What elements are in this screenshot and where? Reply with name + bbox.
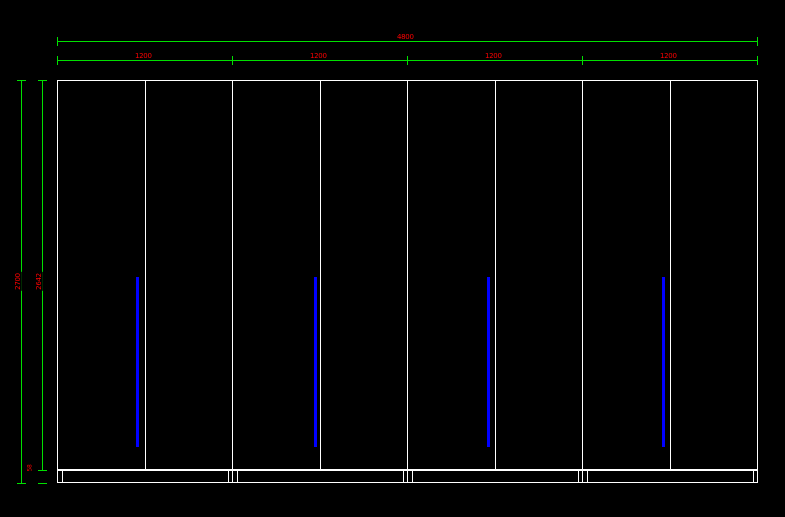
door-handle-2[interactable]: [314, 277, 317, 447]
door-divider-6: [582, 81, 583, 469]
door-divider-5: [495, 81, 496, 469]
base-segment-3: [407, 470, 583, 483]
carcass-height-tick-top: [38, 80, 47, 81]
base-leg-tick-3: [237, 471, 238, 482]
base-leg-tick-1: [62, 471, 63, 482]
overall-width-label: 4800: [396, 33, 415, 41]
overall-width-dimension-line: [57, 41, 758, 42]
base-leg-tick-4: [403, 471, 404, 482]
bay-width-label-3: 1200: [484, 52, 503, 60]
base-leg-tick-6: [578, 471, 579, 482]
door-handle-3[interactable]: [487, 277, 490, 447]
base-leg-tick-5: [412, 471, 413, 482]
bay-tick-4: [757, 56, 758, 65]
cabinet-carcass-outline: [57, 80, 758, 470]
door-divider-3: [320, 81, 321, 469]
base-segment-2: [232, 470, 408, 483]
bay-tick-1: [232, 56, 233, 65]
overall-height-label: 2700: [13, 272, 22, 291]
base-height-label: 58: [26, 463, 34, 473]
door-handle-4[interactable]: [662, 277, 665, 447]
door-divider-7: [670, 81, 671, 469]
door-divider-2: [232, 81, 233, 469]
base-segment-1: [57, 470, 233, 483]
overall-height-tick-bottom: [17, 483, 26, 484]
bay-width-label-2: 1200: [309, 52, 328, 60]
door-divider-4: [407, 81, 408, 469]
overall-width-tick-left: [57, 37, 58, 46]
base-segment-4: [582, 470, 758, 483]
bay-width-label-4: 1200: [659, 52, 678, 60]
door-handle-1[interactable]: [136, 277, 139, 447]
carcass-height-label: 2642: [34, 272, 43, 291]
overall-width-tick-right: [757, 37, 758, 46]
base-height-tick-bottom: [38, 483, 47, 484]
bay-tick-2: [407, 56, 408, 65]
bay-tick-3: [582, 56, 583, 65]
base-leg-tick-7: [587, 471, 588, 482]
door-divider-1: [145, 81, 146, 469]
base-height-tick-top: [38, 470, 47, 471]
bay-width-label-1: 1200: [134, 52, 153, 60]
overall-height-tick-top: [17, 80, 26, 81]
base-leg-tick-8: [753, 471, 754, 482]
base-leg-tick-2: [228, 471, 229, 482]
bay-tick-0: [57, 56, 58, 65]
